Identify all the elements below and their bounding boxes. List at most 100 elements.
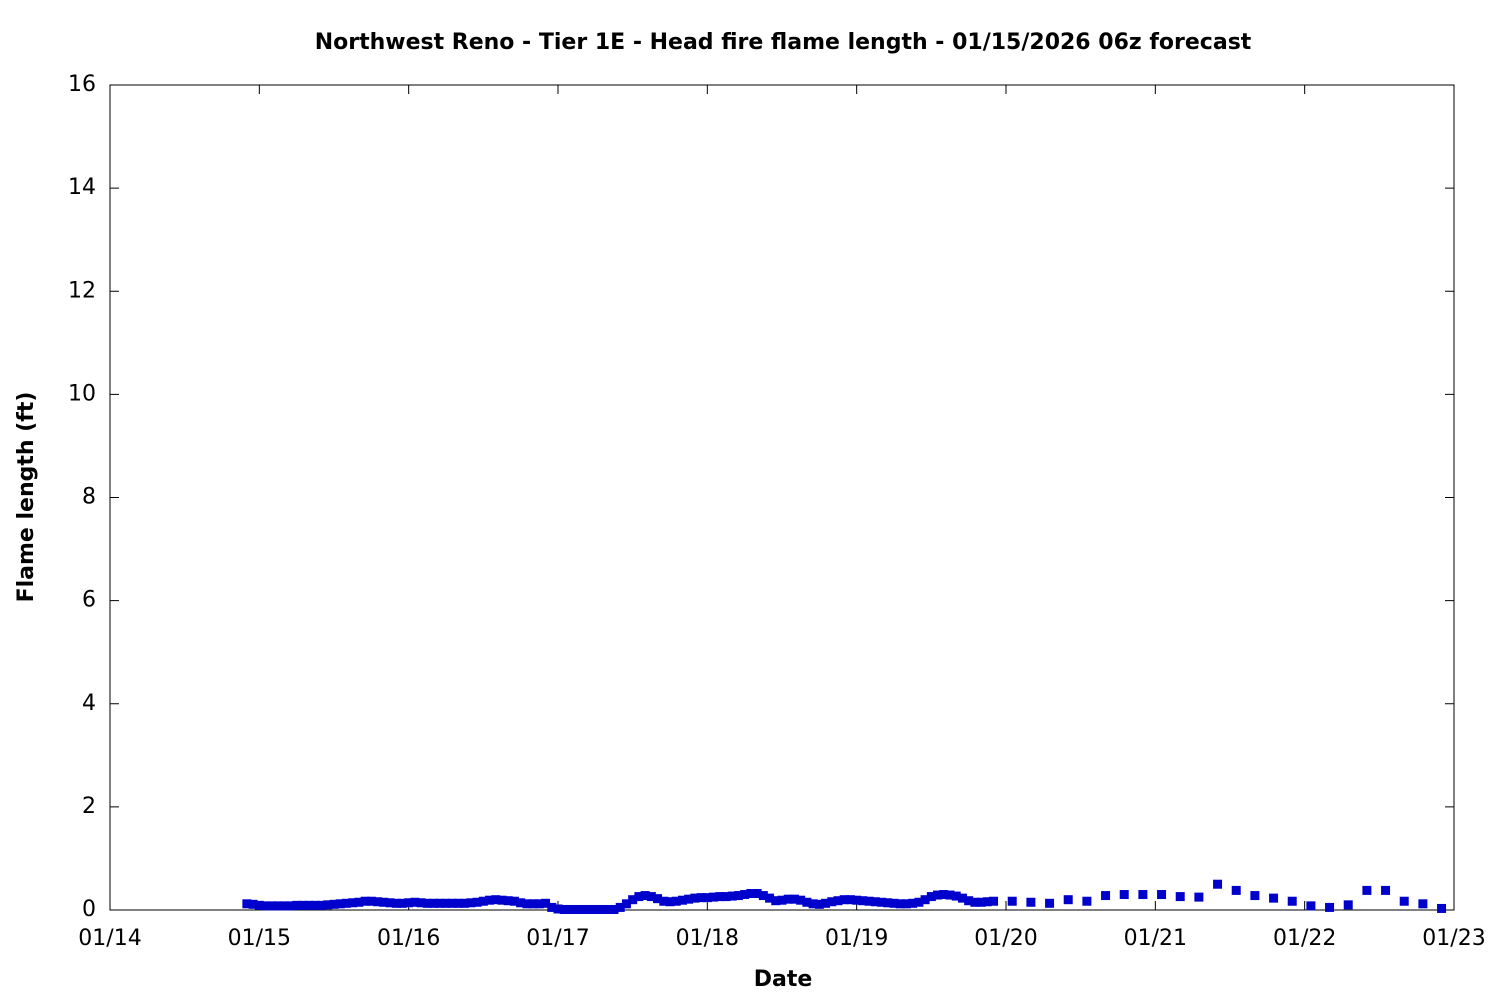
marker xyxy=(951,891,961,901)
marker xyxy=(976,897,986,907)
marker xyxy=(1082,896,1092,906)
marker xyxy=(777,895,787,905)
marker xyxy=(261,901,271,911)
marker xyxy=(665,897,675,907)
marker xyxy=(485,895,495,905)
marker xyxy=(1213,879,1223,889)
marker xyxy=(702,893,712,903)
marker xyxy=(329,899,339,909)
marker xyxy=(497,895,507,905)
marker xyxy=(373,897,383,907)
marker xyxy=(1325,902,1335,912)
marker xyxy=(864,896,874,906)
marker xyxy=(317,900,327,910)
marker xyxy=(684,894,694,904)
marker xyxy=(565,904,575,914)
marker xyxy=(472,897,482,907)
marker xyxy=(615,902,625,912)
marker xyxy=(273,901,283,911)
marker xyxy=(503,896,513,906)
marker xyxy=(858,896,868,906)
marker xyxy=(653,894,663,904)
marker xyxy=(335,899,345,909)
marker xyxy=(789,894,799,904)
marker xyxy=(397,898,407,908)
marker xyxy=(242,899,252,909)
marker xyxy=(796,895,806,905)
x-tick-label: 01/18 xyxy=(676,926,739,951)
marker xyxy=(453,898,463,908)
marker xyxy=(1362,885,1372,895)
marker xyxy=(640,891,650,901)
marker xyxy=(808,899,818,909)
marker xyxy=(982,897,992,907)
marker xyxy=(1231,885,1241,895)
marker xyxy=(758,891,768,901)
marker xyxy=(460,898,470,908)
marker xyxy=(727,891,737,901)
marker xyxy=(310,900,320,910)
marker xyxy=(970,897,980,907)
marker xyxy=(248,899,258,909)
marker xyxy=(1399,896,1409,906)
y-tick-label: 4 xyxy=(82,691,96,716)
marker xyxy=(1343,900,1353,910)
marker xyxy=(957,893,967,903)
marker xyxy=(771,896,781,906)
marker xyxy=(671,896,681,906)
marker xyxy=(578,904,588,914)
marker xyxy=(323,900,333,910)
marker xyxy=(845,895,855,905)
marker xyxy=(584,904,594,914)
marker xyxy=(590,904,600,914)
marker xyxy=(534,899,544,909)
marker xyxy=(821,898,831,908)
marker xyxy=(541,898,551,908)
x-tick-label: 01/22 xyxy=(1273,926,1336,951)
marker xyxy=(1175,892,1185,902)
x-tick-label: 01/20 xyxy=(974,926,1037,951)
marker xyxy=(491,895,501,905)
marker xyxy=(1119,890,1129,900)
marker xyxy=(609,904,619,914)
y-tick-label: 10 xyxy=(68,381,96,406)
marker xyxy=(404,898,414,908)
marker xyxy=(348,898,358,908)
marker xyxy=(385,898,395,908)
marker xyxy=(870,897,880,907)
marker xyxy=(285,901,295,911)
marker xyxy=(1437,903,1447,913)
marker xyxy=(833,896,843,906)
marker xyxy=(429,898,439,908)
marker xyxy=(522,899,532,909)
marker xyxy=(920,895,930,905)
marker xyxy=(746,889,756,898)
x-tick-label: 01/17 xyxy=(526,926,589,951)
marker xyxy=(839,895,849,905)
marker xyxy=(354,897,364,907)
marker xyxy=(559,904,569,914)
marker xyxy=(827,897,837,907)
marker xyxy=(1007,896,1017,906)
marker xyxy=(528,899,538,909)
marker xyxy=(659,896,669,906)
marker xyxy=(298,900,308,910)
marker xyxy=(690,893,700,903)
marker xyxy=(292,900,302,910)
marker xyxy=(1306,901,1316,911)
marker xyxy=(1418,899,1428,909)
marker xyxy=(1045,898,1055,908)
y-tick-label: 6 xyxy=(82,588,96,613)
marker xyxy=(945,890,955,900)
marker xyxy=(646,892,656,902)
marker xyxy=(603,904,613,914)
marker xyxy=(709,892,719,902)
marker xyxy=(279,901,289,911)
y-tick-label: 12 xyxy=(68,278,96,303)
marker xyxy=(478,896,488,906)
marker xyxy=(1250,891,1260,901)
marker xyxy=(883,898,893,908)
marker xyxy=(441,898,451,908)
marker xyxy=(877,897,887,907)
marker xyxy=(895,899,905,909)
